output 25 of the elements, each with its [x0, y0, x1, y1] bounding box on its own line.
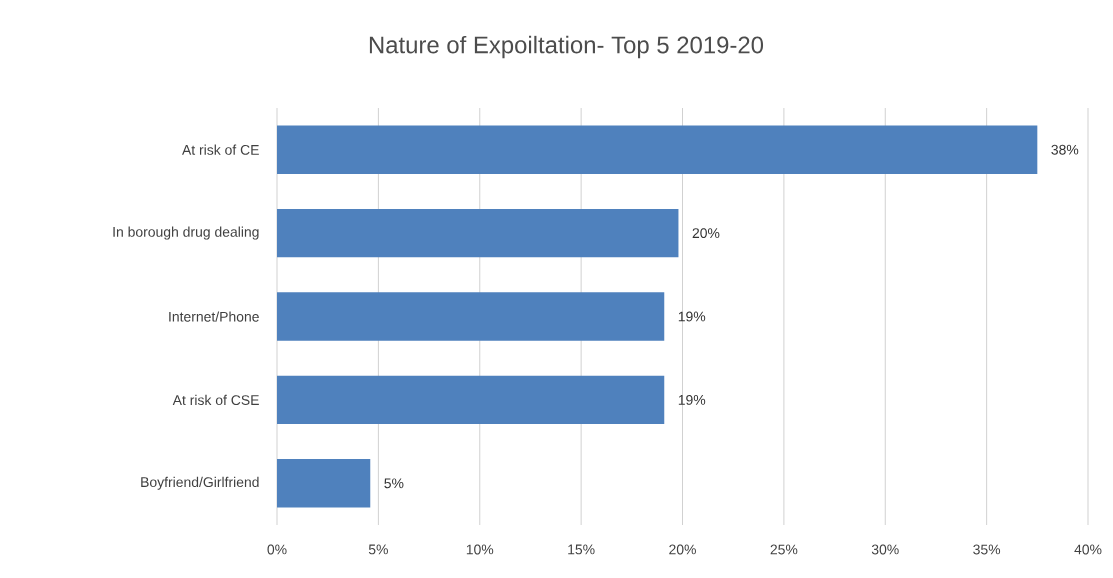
bar: [277, 208, 679, 258]
y-tick-label: At risk of CE: [182, 144, 259, 155]
bar: [277, 125, 1038, 174]
x-tick-label: 30%: [871, 544, 899, 555]
data-label: 19%: [678, 311, 706, 322]
y-tick-label: In borough drug dealing: [113, 226, 259, 240]
y-tick-label: Internet/Phone: [169, 311, 259, 322]
data-label: 19%: [678, 394, 706, 405]
chart-title: Nature of Expoiltation- Top 5 2019-20: [369, 35, 764, 59]
data-label: 5%: [384, 478, 404, 489]
bar: [277, 459, 371, 508]
x-tick-label: 15%: [568, 544, 595, 555]
x-tick-label: 35%: [973, 544, 1001, 555]
bar: [277, 292, 665, 341]
y-tick-label: Boyfriend/Girlfriend: [141, 476, 259, 490]
y-tick-label: At risk of CSE: [172, 394, 259, 406]
x-tick-label: 20%: [669, 544, 696, 555]
bar: [277, 375, 665, 425]
x-tick-label: 5%: [368, 544, 388, 555]
x-tick-label: 10%: [466, 544, 494, 555]
x-tick-label: 0%: [267, 544, 287, 555]
x-tick-label: 40%: [1074, 544, 1102, 555]
data-label: 20%: [692, 228, 720, 239]
data-label: 38%: [1051, 144, 1079, 155]
x-tick-label: 25%: [770, 544, 798, 555]
